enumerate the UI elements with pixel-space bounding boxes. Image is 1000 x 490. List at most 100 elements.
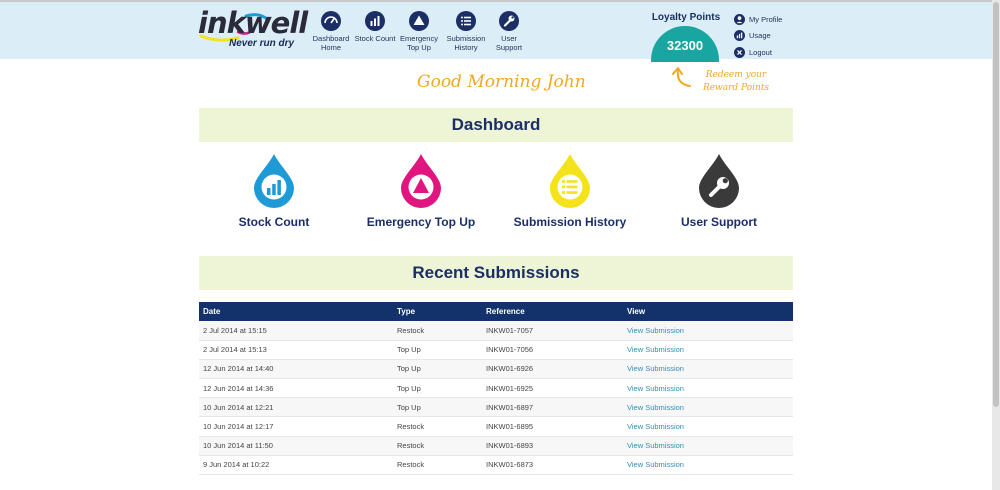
close-icon — [734, 46, 745, 58]
logo-tagline: Never run dry — [229, 38, 295, 49]
column-header-reference[interactable]: Reference — [482, 302, 623, 321]
submission-history-drop-icon — [550, 154, 590, 208]
table-row: 2 Jul 2014 at 15:13 Top Up INKW01-7056 V… — [199, 340, 793, 360]
table-row: 9 Jun 2014 at 10:22 Restock INKW01-6873 … — [199, 455, 793, 476]
view-submission-link[interactable]: View Submission — [623, 416, 793, 437]
my-profile-link[interactable]: My Profile — [734, 11, 782, 28]
usage-link[interactable]: Usage — [734, 28, 782, 45]
table-row: 2 Jul 2014 at 15:15 Restock INKW01-7057 … — [199, 321, 793, 341]
warning-triangle-icon — [409, 11, 429, 31]
page-scrollbar[interactable] — [992, 0, 1000, 490]
main-nav: Dashboard Home Stock Count Emergency Top… — [310, 10, 526, 52]
logout-link[interactable]: Logout — [734, 44, 782, 61]
nav-label: Dashboard Home — [312, 34, 350, 52]
cell-type: Restock — [393, 321, 482, 341]
cell-reference: INKW01-7057 — [482, 321, 623, 341]
view-submission-link[interactable]: View Submission — [623, 436, 793, 456]
dashboard-title: Dashboard — [199, 108, 793, 142]
column-header-type[interactable]: Type — [393, 302, 482, 321]
table-row: 10 Jun 2014 at 12:17 Restock INKW01-6895… — [199, 416, 793, 437]
table-row: 12 Jun 2014 at 14:36 Top Up INKW01-6925 … — [199, 378, 793, 399]
stock-count-drop-icon — [254, 154, 294, 208]
recent-submissions-title: Recent Submissions — [199, 256, 793, 290]
cell-type: Top Up — [393, 340, 482, 360]
cell-type: Restock — [393, 416, 482, 437]
cell-date: 2 Jul 2014 at 15:13 — [199, 340, 393, 360]
top-header: inkwell Never run dry Dashboard Home Sto… — [0, 0, 992, 62]
curved-arrow-icon — [672, 67, 691, 87]
emergency-top-up-drop-icon — [401, 154, 441, 208]
dashboard-gauge-icon — [321, 11, 341, 31]
list-icon — [456, 11, 476, 31]
column-header-view[interactable]: View — [623, 302, 793, 321]
user-icon — [734, 13, 745, 25]
cell-date: 12 Jun 2014 at 14:40 — [199, 359, 393, 380]
table-row: 10 Jun 2014 at 11:50 Restock INKW01-6893… — [199, 436, 793, 456]
nav-label: Submission History — [446, 34, 486, 52]
view-submission-link[interactable]: View Submission — [623, 340, 793, 360]
view-submission-link[interactable]: View Submission — [623, 359, 793, 380]
cell-reference: INKW01-6895 — [482, 416, 623, 437]
tile-label: User Support — [680, 215, 757, 229]
cell-type: Top Up — [393, 359, 482, 380]
my-profile-label: My Profile — [749, 14, 783, 24]
loyalty-points-value: 32300 — [666, 38, 704, 53]
greeting-text: Good Morning John — [417, 72, 586, 92]
tile-label: Stock Count — [238, 215, 310, 229]
table-row: 10 Jun 2014 at 12:21 Top Up INKW01-6897 … — [199, 397, 793, 418]
tile-stock-count[interactable]: Stock Count — [199, 154, 349, 229]
user-support-drop-icon — [699, 154, 739, 208]
cell-date: 10 Jun 2014 at 12:17 — [199, 416, 393, 437]
usage-label: Usage — [749, 31, 771, 41]
cell-date: 2 Jul 2014 at 15:15 — [199, 321, 393, 341]
view-submission-link[interactable]: View Submission — [623, 321, 793, 341]
loyalty-points-title: Loyalty Points — [651, 12, 721, 23]
cell-date: 10 Jun 2014 at 11:50 — [199, 436, 393, 456]
dashboard-tiles: Stock Count Emergency Top Up Submission … — [199, 154, 793, 238]
wrench-icon — [499, 11, 519, 31]
cell-reference: INKW01-6893 — [482, 436, 623, 456]
cell-date: 10 Jun 2014 at 12:21 — [199, 397, 393, 418]
tile-user-support[interactable]: User Support — [644, 154, 794, 229]
cell-reference: INKW01-6873 — [482, 455, 623, 476]
cell-reference: INKW01-6925 — [482, 378, 623, 399]
nav-label: Stock Count — [354, 34, 396, 43]
logo-wordmark: inkwell — [198, 6, 308, 40]
nav-dashboard-home[interactable]: Dashboard Home — [310, 10, 352, 52]
view-submission-link[interactable]: View Submission — [623, 397, 793, 418]
cell-type: Restock — [393, 455, 482, 476]
user-menu: My Profile Usage Logout — [734, 11, 782, 61]
bar-chart-icon — [365, 11, 385, 31]
table-row: 12 Jun 2014 at 14:40 Top Up INKW01-6926 … — [199, 359, 793, 380]
column-header-date[interactable]: Date — [199, 302, 393, 321]
table-header-row: Date Type Reference View — [199, 302, 793, 321]
scrollbar-thumb[interactable] — [993, 2, 999, 407]
cell-date: 12 Jun 2014 at 14:36 — [199, 378, 393, 399]
cell-type: Top Up — [393, 378, 482, 399]
tile-label: Submission History — [513, 215, 627, 229]
nav-label: Emergency Top Up — [400, 34, 438, 52]
cell-reference: INKW01-7056 — [482, 340, 623, 360]
redeem-reward-points-link[interactable]: Redeem your Reward Points — [668, 64, 778, 98]
inkwell-logo[interactable]: inkwell Never run dry — [198, 6, 308, 52]
nav-user-support[interactable]: User Support — [492, 10, 526, 52]
cell-type: Top Up — [393, 397, 482, 418]
logout-label: Logout — [749, 47, 772, 57]
cell-reference: INKW01-6897 — [482, 397, 623, 418]
tile-label: Emergency Top Up — [366, 215, 476, 229]
recent-submissions-table: Date Type Reference View 2 Jul 2014 at 1… — [199, 302, 793, 476]
nav-stock-count[interactable]: Stock Count — [352, 10, 398, 52]
tile-submission-history[interactable]: Submission History — [495, 154, 645, 229]
nav-submission-history[interactable]: Submission History — [440, 10, 492, 52]
cell-reference: INKW01-6926 — [482, 359, 623, 380]
cell-type: Restock — [393, 436, 482, 456]
usage-chart-icon — [734, 30, 745, 42]
redeem-text: Redeem your Reward Points — [702, 70, 770, 93]
nav-emergency-top-up[interactable]: Emergency Top Up — [398, 10, 440, 52]
loyalty-points-badge[interactable]: 32300 — [651, 26, 719, 62]
logo-swoosh — [199, 13, 270, 42]
tile-emergency-top-up[interactable]: Emergency Top Up — [346, 154, 496, 229]
nav-label: User Support — [495, 34, 523, 52]
view-submission-link[interactable]: View Submission — [623, 455, 793, 476]
view-submission-link[interactable]: View Submission — [623, 378, 793, 399]
